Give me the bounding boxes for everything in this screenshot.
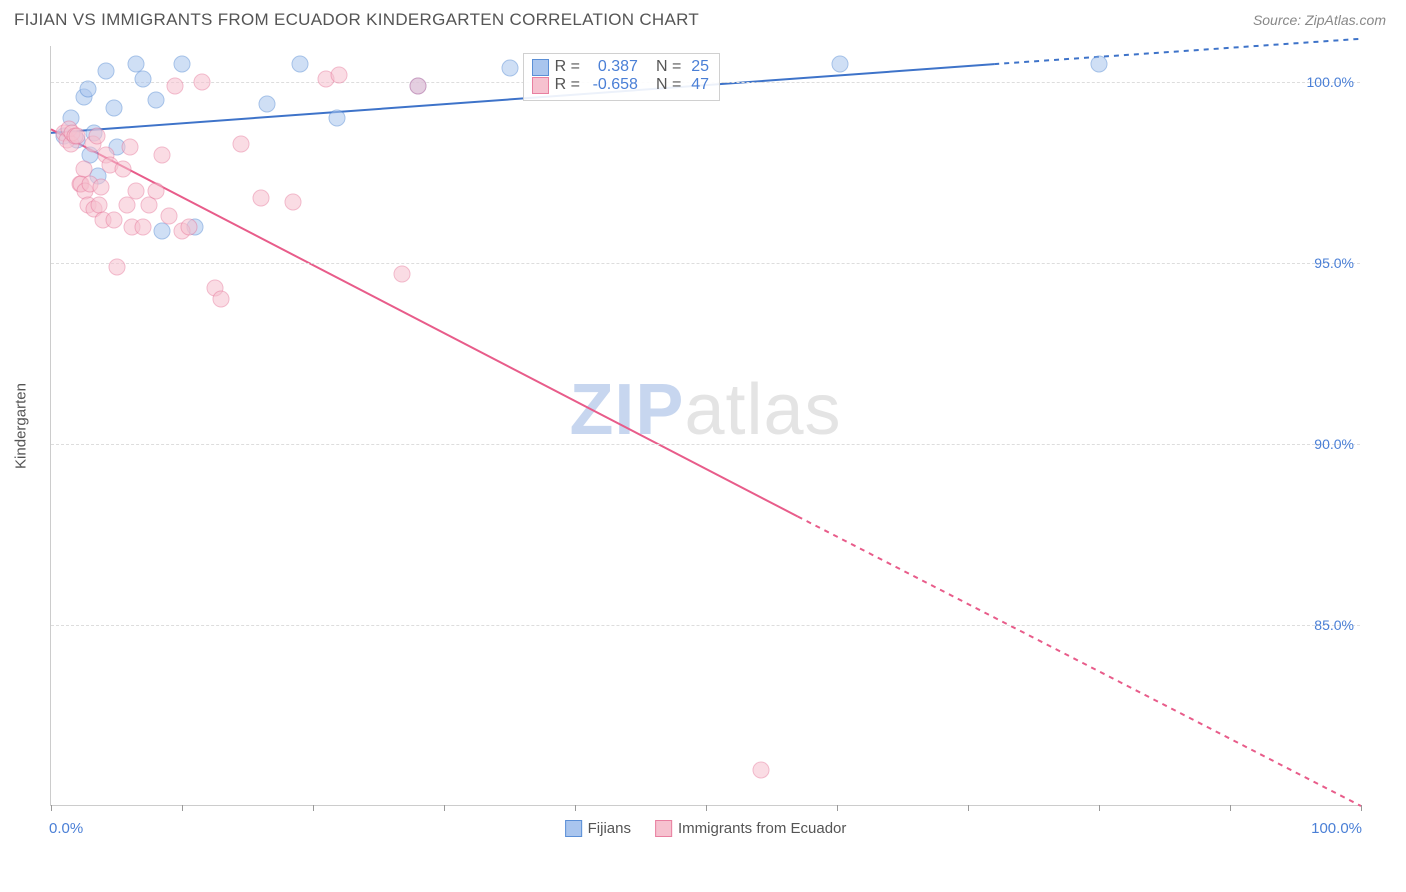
data-point — [409, 77, 426, 94]
trend-line-dash — [994, 39, 1361, 64]
data-point — [180, 218, 197, 235]
y-tick-label: 95.0% — [1314, 255, 1354, 271]
data-point — [115, 161, 132, 178]
x-tick — [182, 805, 183, 811]
legend-item: Fijians — [565, 820, 631, 837]
legend-label: Immigrants from Ecuador — [678, 820, 846, 837]
data-point — [331, 66, 348, 83]
data-point — [154, 222, 171, 239]
stat-n-label: N = — [656, 76, 681, 94]
x-tick — [1230, 805, 1231, 811]
data-point — [232, 135, 249, 152]
data-point — [134, 218, 151, 235]
chart-header: FIJIAN VS IMMIGRANTS FROM ECUADOR KINDER… — [0, 0, 1406, 36]
stat-n-value: 25 — [691, 58, 709, 76]
data-point — [1091, 56, 1108, 73]
stat-row: R = -0.658 N = 47 — [532, 76, 709, 94]
chart-container: Kindergarten ZIPatlas FijiansImmigrants … — [0, 36, 1406, 886]
stat-n-label: N = — [656, 58, 681, 76]
data-point — [88, 128, 105, 145]
legend-label: Fijians — [588, 820, 631, 837]
x-axis-min-label: 0.0% — [49, 820, 83, 837]
data-point — [193, 74, 210, 91]
data-point — [105, 99, 122, 116]
legend-item: Immigrants from Ecuador — [655, 820, 846, 837]
gridline — [51, 444, 1360, 445]
chart-source: Source: ZipAtlas.com — [1253, 12, 1386, 28]
correlation-stats-box: R = 0.387 N = 25 R = -0.658 N = 47 — [523, 53, 720, 101]
x-tick — [51, 805, 52, 811]
data-point — [121, 139, 138, 156]
x-tick — [1361, 805, 1362, 811]
gridline — [51, 263, 1360, 264]
data-point — [291, 56, 308, 73]
x-tick — [837, 805, 838, 811]
data-point — [141, 197, 158, 214]
y-tick-label: 85.0% — [1314, 617, 1354, 633]
data-point — [147, 182, 164, 199]
data-point — [259, 95, 276, 112]
x-tick — [706, 805, 707, 811]
data-point — [98, 63, 115, 80]
data-point — [128, 182, 145, 199]
data-point — [831, 56, 848, 73]
x-axis-max-label: 100.0% — [1311, 820, 1362, 837]
x-tick — [968, 805, 969, 811]
stat-r-value: 0.387 — [586, 58, 638, 76]
trend-lines-layer — [51, 46, 1360, 805]
legend-swatch — [655, 820, 672, 837]
x-tick — [444, 805, 445, 811]
x-tick — [313, 805, 314, 811]
bottom-legend: Fijians Immigrants from Ecuador — [565, 820, 847, 837]
data-point — [753, 761, 770, 778]
plot-area: Kindergarten ZIPatlas FijiansImmigrants … — [50, 46, 1360, 806]
x-tick — [575, 805, 576, 811]
legend-swatch — [565, 820, 582, 837]
data-point — [285, 193, 302, 210]
data-point — [118, 197, 135, 214]
data-point — [147, 92, 164, 109]
data-point — [79, 81, 96, 98]
data-point — [92, 179, 109, 196]
stat-swatch — [532, 59, 549, 76]
data-point — [160, 208, 177, 225]
data-point — [167, 77, 184, 94]
gridline — [51, 625, 1360, 626]
y-axis-title: Kindergarten — [13, 383, 30, 469]
stat-r-label: R = — [555, 58, 580, 76]
stat-r-value: -0.658 — [586, 76, 638, 94]
chart-title: FIJIAN VS IMMIGRANTS FROM ECUADOR KINDER… — [14, 10, 699, 30]
stat-n-value: 47 — [691, 76, 709, 94]
trend-line-dash — [798, 516, 1361, 806]
data-point — [252, 190, 269, 207]
stat-swatch — [532, 77, 549, 94]
stat-row: R = 0.387 N = 25 — [532, 58, 709, 76]
data-point — [394, 266, 411, 283]
data-point — [328, 110, 345, 127]
data-point — [501, 59, 518, 76]
data-point — [154, 146, 171, 163]
data-point — [105, 211, 122, 228]
stat-r-label: R = — [555, 76, 580, 94]
x-tick — [1099, 805, 1100, 811]
y-tick-label: 90.0% — [1314, 436, 1354, 452]
data-point — [174, 56, 191, 73]
data-point — [213, 291, 230, 308]
y-tick-label: 100.0% — [1307, 74, 1354, 90]
data-point — [134, 70, 151, 87]
data-point — [108, 258, 125, 275]
data-point — [69, 128, 86, 145]
